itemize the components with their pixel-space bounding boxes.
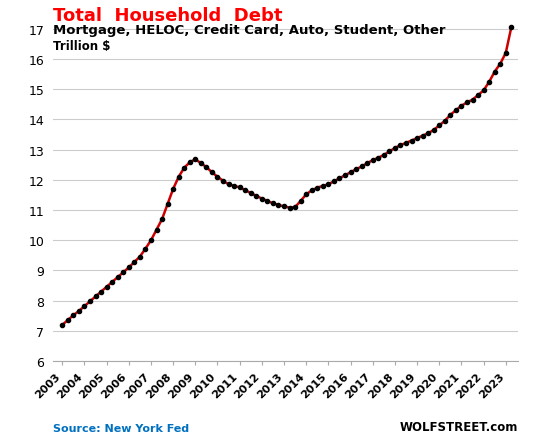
- Point: [435, 123, 444, 130]
- Point: [413, 135, 421, 142]
- Text: WOLFSTREET.com: WOLFSTREET.com: [399, 420, 518, 433]
- Point: [496, 61, 505, 68]
- Point: [285, 205, 294, 212]
- Point: [152, 226, 161, 233]
- Point: [302, 191, 310, 198]
- Point: [252, 193, 261, 200]
- Point: [380, 152, 388, 159]
- Point: [474, 92, 482, 99]
- Text: Source: New York Fed: Source: New York Fed: [53, 423, 190, 433]
- Point: [158, 216, 166, 223]
- Point: [136, 254, 144, 261]
- Point: [75, 308, 83, 315]
- Text: Mortgage, HELOC, Credit Card, Auto, Student, Other: Mortgage, HELOC, Credit Card, Auto, Stud…: [53, 24, 446, 37]
- Point: [357, 164, 366, 171]
- Point: [141, 246, 150, 253]
- Point: [291, 204, 300, 211]
- Point: [247, 190, 255, 197]
- Text: Trillion $: Trillion $: [53, 39, 111, 53]
- Point: [208, 170, 216, 177]
- Point: [280, 203, 288, 210]
- Point: [446, 112, 454, 119]
- Point: [86, 298, 95, 305]
- Point: [507, 25, 516, 32]
- Point: [391, 145, 399, 152]
- Point: [396, 142, 405, 149]
- Point: [468, 97, 477, 104]
- Point: [80, 303, 89, 310]
- Point: [191, 156, 200, 163]
- Point: [308, 187, 316, 194]
- Point: [480, 88, 488, 95]
- Point: [346, 170, 355, 177]
- Point: [363, 160, 372, 167]
- Point: [407, 138, 416, 145]
- Point: [119, 269, 128, 276]
- Point: [202, 164, 211, 171]
- Point: [230, 183, 238, 190]
- Point: [108, 279, 116, 286]
- Point: [169, 186, 177, 193]
- Point: [213, 174, 222, 181]
- Point: [185, 159, 194, 166]
- Point: [113, 274, 122, 281]
- Point: [180, 165, 189, 172]
- Point: [219, 178, 227, 185]
- Point: [329, 178, 338, 185]
- Point: [441, 118, 449, 125]
- Point: [418, 133, 427, 140]
- Point: [269, 201, 277, 208]
- Point: [385, 148, 394, 155]
- Point: [324, 181, 333, 188]
- Point: [368, 157, 377, 164]
- Point: [224, 181, 233, 188]
- Point: [124, 265, 133, 272]
- Point: [147, 237, 155, 244]
- Point: [163, 201, 172, 208]
- Point: [424, 131, 433, 138]
- Point: [263, 198, 272, 205]
- Point: [175, 174, 183, 181]
- Point: [296, 198, 305, 205]
- Point: [374, 155, 382, 162]
- Point: [490, 69, 499, 76]
- Point: [429, 127, 438, 134]
- Point: [103, 284, 111, 291]
- Point: [352, 166, 360, 173]
- Point: [402, 140, 410, 147]
- Point: [274, 202, 283, 209]
- Point: [501, 50, 510, 57]
- Point: [97, 289, 105, 296]
- Point: [69, 312, 77, 319]
- Point: [64, 317, 72, 324]
- Point: [58, 321, 67, 328]
- Point: [462, 100, 471, 107]
- Point: [257, 196, 266, 203]
- Point: [197, 160, 205, 167]
- Point: [241, 187, 249, 194]
- Point: [313, 185, 321, 192]
- Point: [335, 175, 344, 182]
- Point: [485, 79, 493, 86]
- Point: [319, 183, 327, 190]
- Point: [457, 103, 466, 110]
- Text: Total  Household  Debt: Total Household Debt: [53, 7, 283, 25]
- Point: [452, 107, 460, 114]
- Point: [130, 259, 139, 266]
- Point: [235, 184, 244, 191]
- Point: [341, 173, 349, 180]
- Point: [91, 293, 100, 300]
